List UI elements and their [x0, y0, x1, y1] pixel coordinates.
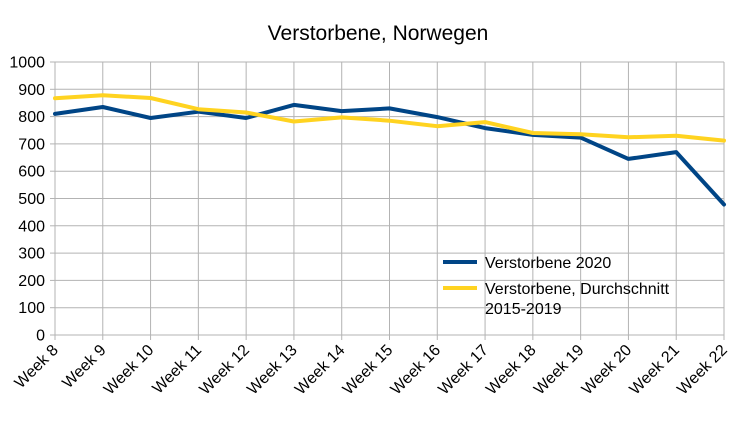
series-line-2 [53, 93, 726, 143]
y-tick-label: 100 [18, 300, 45, 317]
y-tick-label: 600 [18, 164, 45, 181]
y-tick-label: 0 [36, 328, 45, 345]
x-tick-label: Week 13 [244, 342, 301, 399]
x-tick-label: Week 17 [435, 342, 492, 399]
x-tick-label: Week 11 [150, 342, 206, 398]
legend-label-2: 2015-2019 [485, 301, 562, 318]
gridlines [54, 61, 725, 336]
x-tick-label: Week 15 [340, 342, 397, 399]
y-tick-label: 500 [18, 191, 45, 208]
legend-label-1: Verstorbene 2020 [485, 255, 611, 272]
x-tick-label: Week 20 [579, 342, 636, 399]
y-tick-label: 200 [18, 273, 45, 290]
x-tick-label: Week 19 [531, 342, 588, 399]
x-tick-label: Week 21 [627, 342, 684, 399]
y-tick-label: 900 [18, 82, 45, 99]
axes: 0 100 200 300 400 500 600 700 800 900 1000 Week 8 We… [9, 55, 730, 399]
y-tick-label: 1000 [9, 55, 45, 72]
legend: Verstorbene 2020 Verstorbene, Durchschnit… [443, 255, 670, 318]
x-tick-label: Week 22 [674, 342, 731, 399]
x-tick-label: Week 18 [483, 342, 540, 399]
legend-label-2: Verstorbene, Durchschnitt [485, 281, 670, 298]
series-lines [53, 93, 726, 207]
y-tick-label: 800 [18, 109, 45, 126]
x-tick-label: Week 16 [388, 342, 445, 399]
y-tick-label: 700 [18, 136, 45, 153]
x-tick-label: Week 12 [197, 342, 254, 399]
chart-title: Verstorbene, Norwegen [267, 22, 489, 45]
y-tick-label: 400 [18, 218, 45, 235]
x-tick-label: Week 8 [12, 342, 62, 392]
x-tick-label: Week 10 [101, 342, 158, 399]
series-line-1 [53, 102, 726, 207]
x-tick-label: Week 14 [292, 342, 349, 399]
y-tick-label: 300 [18, 246, 45, 263]
